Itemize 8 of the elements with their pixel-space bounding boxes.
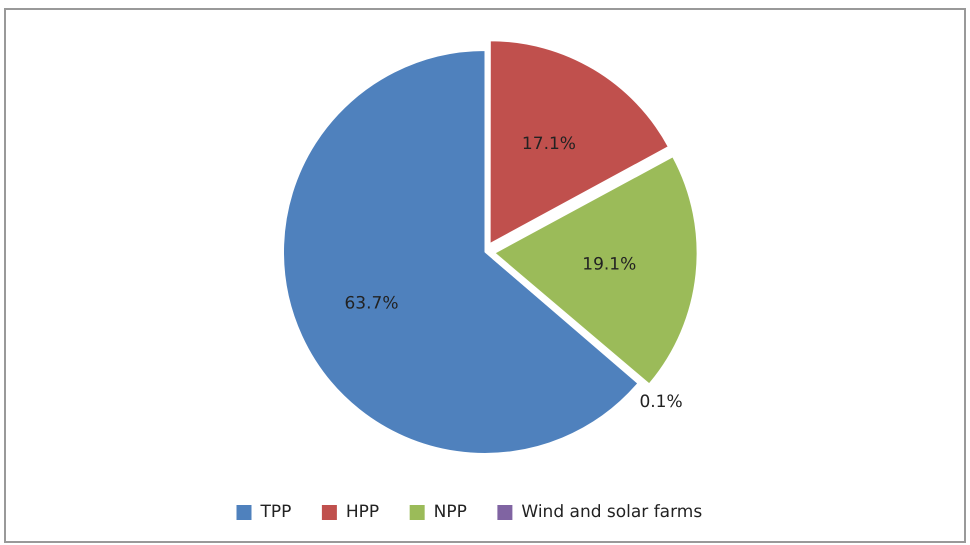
data-label: 63.7% [344, 294, 398, 314]
legend-label: NPP [434, 502, 467, 522]
data-label: 17.1% [522, 134, 576, 154]
data-label: 19.1% [582, 254, 636, 274]
data-label: 0.1% [639, 392, 683, 412]
legend-label: Wind and solar farms [521, 502, 702, 522]
legend-label: TPP [260, 502, 292, 522]
legend-label: HPP [346, 502, 380, 522]
